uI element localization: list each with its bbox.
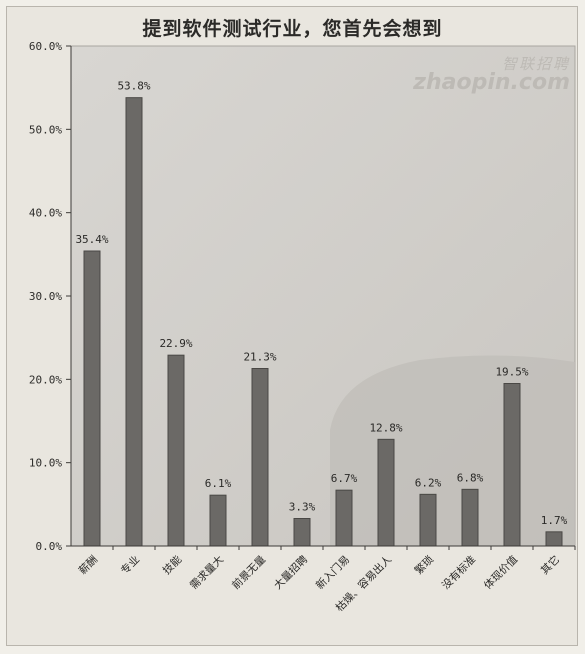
chart-title: 提到软件测试行业，您首先会想到 (142, 18, 443, 40)
y-tick-label: 40.0% (29, 207, 62, 220)
plot-decoration (330, 355, 575, 546)
y-tick-label: 30.0% (29, 290, 62, 303)
data-labels-group: 35.4% 53.8% 22.9% 6.1% 21.3% 3.3% 6.7% 12.8% 6.2… (75, 80, 567, 527)
bar (125, 97, 143, 547)
data-label: 6.1% (205, 477, 232, 490)
x-tick-label: 需求量大 (187, 553, 226, 592)
watermark-cn: 智联招聘 (501, 55, 570, 73)
bar (419, 493, 437, 547)
bar (545, 531, 563, 547)
y-tick-label: 50.0% (29, 123, 62, 136)
data-label: 21.3% (243, 351, 276, 364)
data-label: 12.8% (369, 421, 402, 434)
y-tick-label: 20.0% (29, 373, 62, 386)
y-axis: 0.0% 10.0% 20.0% 30.0% 40.0% 50.0% 60.0% (29, 40, 72, 553)
x-tick-label: 其它 (538, 553, 562, 577)
x-tick-label: 没有标准 (439, 553, 478, 592)
y-tick-label: 0.0% (36, 540, 63, 553)
x-tick-label: 前景无量 (229, 553, 268, 592)
watermark-en: zhaopin.com (413, 70, 570, 95)
bars-group (83, 97, 563, 547)
watermark: 智联招聘 zhaopin.com (395, 53, 570, 95)
data-label: 6.7% (331, 472, 358, 485)
data-label: 3.3% (289, 501, 316, 514)
bar (335, 489, 353, 547)
bar (209, 494, 227, 547)
x-tick-label: 体现价值 (481, 553, 520, 592)
y-tick-label: 10.0% (29, 457, 62, 470)
data-label: 35.4% (75, 233, 108, 246)
x-tick-label: 繁琐 (412, 553, 436, 577)
data-label: 19.5% (495, 366, 528, 379)
bar (377, 438, 395, 547)
x-tick-label: 专业 (118, 553, 142, 577)
data-label: 53.8% (117, 80, 150, 93)
data-label: 1.7% (541, 514, 568, 527)
data-label: 22.9% (159, 337, 192, 350)
x-tick-label: 技能 (160, 553, 184, 577)
bar (251, 368, 269, 547)
bar (83, 250, 101, 547)
bar (461, 488, 479, 547)
data-label: 6.8% (457, 471, 484, 484)
y-tick-label: 60.0% (29, 40, 62, 53)
x-tick-label: 薪酬 (77, 554, 100, 577)
bar (503, 383, 521, 547)
x-axis: 薪酬 专业 技能 需求量大 前景无量 大量招聘 新入门易枯燥、容易出人 繁琐 没有标准 体现价值其… (71, 545, 576, 614)
x-tick-label: 新入门易 (313, 553, 352, 592)
bar (167, 354, 185, 547)
x-tick-label: 大量招聘 (271, 553, 310, 592)
bar (293, 518, 311, 547)
data-label: 6.2% (415, 476, 442, 489)
